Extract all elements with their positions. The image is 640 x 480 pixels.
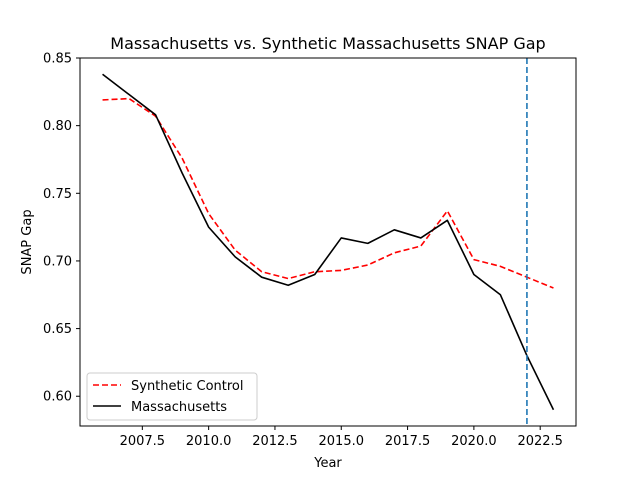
series-line-synthetic-control <box>102 97 554 289</box>
series-layer <box>102 73 555 411</box>
y-tick-label: 0.65 <box>43 322 72 337</box>
x-tick-label: 2010.0 <box>186 434 232 449</box>
x-tick-label: 2015.0 <box>319 434 365 449</box>
chart-title: Massachusetts vs. Synthetic Massachusett… <box>110 34 545 53</box>
y-tick-label: 0.60 <box>43 390 72 405</box>
y-tick-label: 0.85 <box>43 52 72 67</box>
x-tick-label: 2012.5 <box>252 434 298 449</box>
legend-label-massachusetts: Massachusetts <box>131 400 227 415</box>
legend: Synthetic Control Massachusetts <box>86 372 258 421</box>
series-line-massachusetts <box>102 73 555 411</box>
x-tick-label: 2022.5 <box>517 434 563 449</box>
plot-frame <box>79 57 577 427</box>
y-tick-label: 0.75 <box>43 187 72 202</box>
x-tick-label: 2007.5 <box>120 434 166 449</box>
y-axis-label: SNAP Gap <box>20 209 35 274</box>
y-tick-label: 0.70 <box>43 254 72 269</box>
x-axis-label: Year <box>313 456 342 471</box>
axis-ticks: 2007.5 2010.0 2012.5 2015.0 2017.5 2020.0 2022… <box>43 52 563 450</box>
legend-box <box>86 372 258 421</box>
y-tick-label: 0.80 <box>43 119 72 134</box>
x-tick-label: 2017.5 <box>385 434 431 449</box>
plot-area <box>80 58 576 426</box>
x-tick-label: 2020.0 <box>451 434 497 449</box>
legend-label-synthetic-control: Synthetic Control <box>131 379 244 394</box>
